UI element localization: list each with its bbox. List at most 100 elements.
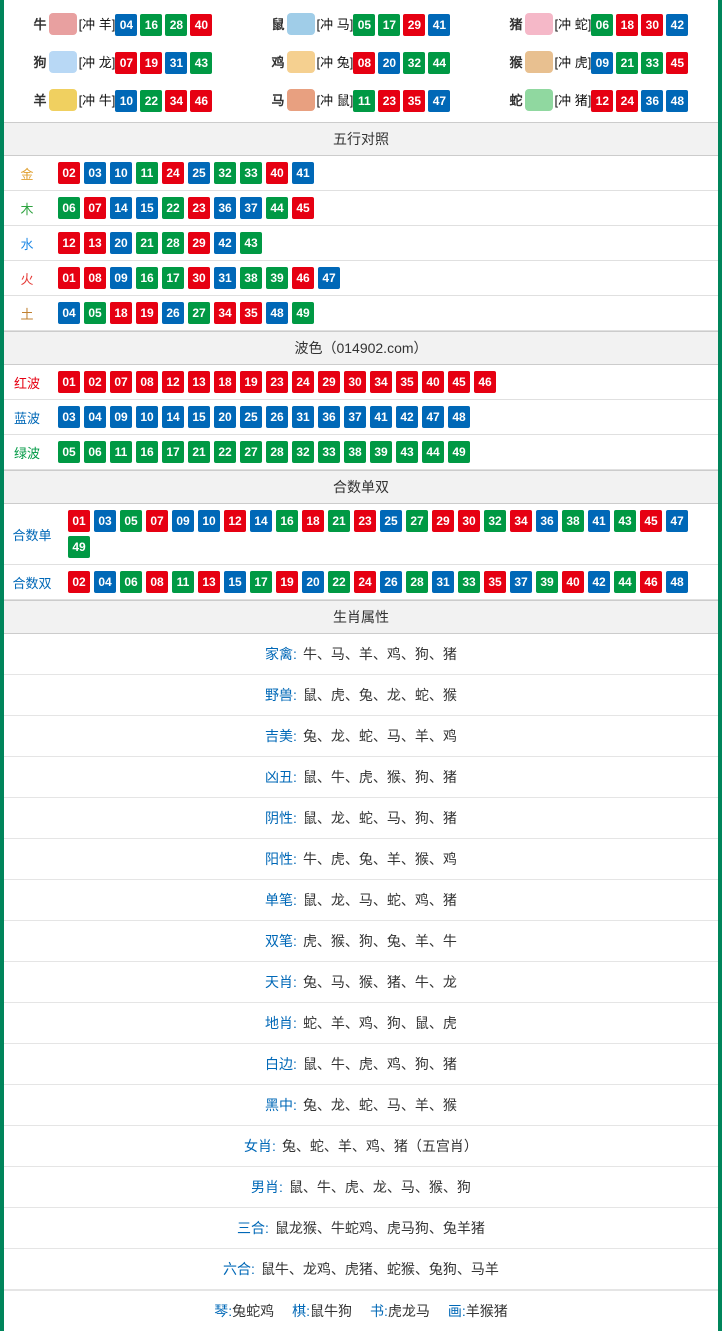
attr-row: 男肖:鼠、牛、虎、龙、马、猴、狗 <box>4 1167 718 1208</box>
number-ball: 16 <box>136 267 158 289</box>
number-ball: 44 <box>428 52 450 74</box>
number-ball: 23 <box>266 371 288 393</box>
number-ball: 42 <box>588 571 610 593</box>
attr-value: 兔、龙、蛇、马、羊、鸡 <box>303 728 457 744</box>
number-ball: 22 <box>214 441 236 463</box>
number-ball: 29 <box>318 371 340 393</box>
bottom-value: 虎龙马 <box>388 1303 430 1319</box>
number-ball: 34 <box>214 302 236 324</box>
zodiac-name: 狗 <box>34 52 47 71</box>
zodiac-conflict: [冲 蛇] <box>555 14 592 33</box>
attr-row: 家禽:牛、马、羊、鸡、狗、猪 <box>4 634 718 675</box>
attr-value: 虎、猴、狗、兔、羊、牛 <box>303 933 457 949</box>
number-ball: 07 <box>84 197 106 219</box>
number-ball: 23 <box>378 90 400 112</box>
zodiac-balls: 09213345 <box>591 52 688 74</box>
number-ball: 33 <box>318 441 340 463</box>
data-row: 金02031011242532334041 <box>4 156 718 191</box>
number-ball: 04 <box>58 302 80 324</box>
attr-row: 地肖:蛇、羊、鸡、狗、鼠、虎 <box>4 1003 718 1044</box>
attr-row: 女肖:兔、蛇、羊、鸡、猪（五宫肖） <box>4 1126 718 1167</box>
zodiac-conflict: [冲 马] <box>317 14 354 33</box>
data-row: 蓝波03040910141520252631363741424748 <box>4 400 718 435</box>
row-balls-cell: 03040910141520252631363741424748 <box>50 400 718 435</box>
zodiac-icon <box>287 13 315 35</box>
number-ball: 12 <box>224 510 246 532</box>
attr-value: 牛、虎、兔、羊、猴、鸡 <box>303 851 457 867</box>
number-ball: 02 <box>58 162 80 184</box>
number-ball: 31 <box>165 52 187 74</box>
row-balls-cell: 0108091617303138394647 <box>50 261 718 296</box>
zodiac-balls: 06183042 <box>591 14 688 36</box>
zodiac-grid: 牛[冲 羊]04162840鼠[冲 马]05172941猪[冲 蛇]061830… <box>4 0 718 122</box>
number-ball: 48 <box>266 302 288 324</box>
number-ball: 36 <box>536 510 558 532</box>
zodiac-balls: 10223446 <box>115 90 212 112</box>
number-ball: 24 <box>354 571 376 593</box>
number-ball: 05 <box>353 14 375 36</box>
number-ball: 14 <box>250 510 272 532</box>
attr-label: 阳性: <box>265 851 297 867</box>
number-ball: 22 <box>140 90 162 112</box>
number-ball: 47 <box>428 90 450 112</box>
number-ball: 48 <box>448 406 470 428</box>
zodiac-balls: 11233547 <box>353 90 450 112</box>
row-label: 金 <box>4 156 50 191</box>
row-label: 木 <box>4 191 50 226</box>
number-ball: 26 <box>162 302 184 324</box>
attr-value: 鼠牛、龙鸡、虎猪、蛇猴、兔狗、马羊 <box>261 1261 499 1277</box>
number-ball: 41 <box>292 162 314 184</box>
row-label: 水 <box>4 226 50 261</box>
number-ball: 40 <box>190 14 212 36</box>
number-ball: 49 <box>292 302 314 324</box>
zodiac-name: 猪 <box>509 14 522 33</box>
number-ball: 11 <box>136 162 158 184</box>
bottom-item: 书:虎龙马 <box>370 1301 430 1321</box>
number-ball: 32 <box>403 52 425 74</box>
number-ball: 48 <box>666 571 688 593</box>
number-ball: 03 <box>94 510 116 532</box>
zodiac-conflict: [冲 鼠] <box>317 90 354 109</box>
number-ball: 45 <box>448 371 470 393</box>
heshu-table: 合数单0103050709101214161821232527293032343… <box>4 504 718 600</box>
number-ball: 12 <box>58 232 80 254</box>
row-balls-cell: 0103050709101214161821232527293032343638… <box>60 504 718 565</box>
number-ball: 12 <box>162 371 184 393</box>
number-ball: 42 <box>396 406 418 428</box>
zodiac-balls: 12243648 <box>591 90 688 112</box>
row-label: 合数单 <box>4 504 60 565</box>
number-ball: 30 <box>188 267 210 289</box>
zodiac-cell: 羊[冲 牛]10223446 <box>4 80 242 118</box>
number-ball: 18 <box>110 302 132 324</box>
number-ball: 06 <box>84 441 106 463</box>
number-ball: 13 <box>188 371 210 393</box>
attr-value: 兔、马、猴、猪、牛、龙 <box>303 974 457 990</box>
number-ball: 16 <box>276 510 298 532</box>
bottom-value: 鼠牛狗 <box>310 1303 352 1319</box>
row-balls-cell: 06071415222336374445 <box>50 191 718 226</box>
zodiac-icon <box>287 51 315 73</box>
number-ball: 08 <box>146 571 168 593</box>
number-ball: 25 <box>188 162 210 184</box>
number-ball: 07 <box>146 510 168 532</box>
number-ball: 11 <box>172 571 194 593</box>
attr-value: 鼠、龙、蛇、马、狗、猪 <box>303 810 457 826</box>
row-label: 火 <box>4 261 50 296</box>
zodiac-icon <box>49 51 77 73</box>
number-ball: 15 <box>136 197 158 219</box>
row-label: 红波 <box>4 365 50 400</box>
number-ball: 19 <box>240 371 262 393</box>
number-ball: 35 <box>240 302 262 324</box>
number-ball: 10 <box>136 406 158 428</box>
attr-label: 女肖: <box>244 1138 276 1154</box>
number-ball: 10 <box>198 510 220 532</box>
data-row: 土04051819262734354849 <box>4 296 718 331</box>
number-ball: 16 <box>140 14 162 36</box>
bottom-item: 画:羊猴猪 <box>448 1301 508 1321</box>
number-ball: 01 <box>68 510 90 532</box>
number-ball: 08 <box>84 267 106 289</box>
row-balls-cell: 04051819262734354849 <box>50 296 718 331</box>
row-label: 合数双 <box>4 565 60 600</box>
number-ball: 15 <box>188 406 210 428</box>
number-ball: 23 <box>188 197 210 219</box>
